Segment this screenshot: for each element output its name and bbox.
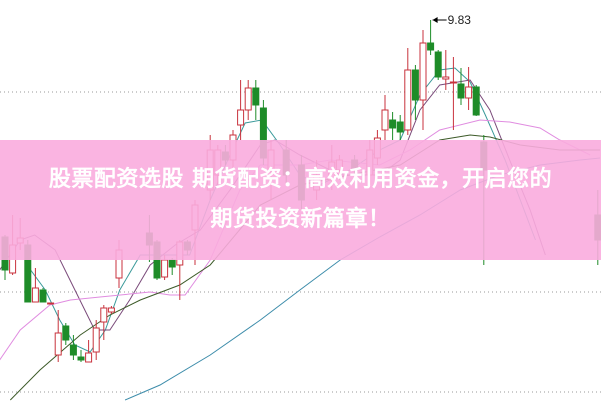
candle bbox=[252, 80, 260, 120]
candle-body bbox=[85, 352, 93, 363]
candle-body bbox=[47, 302, 55, 305]
candle-body bbox=[92, 327, 100, 353]
candle-body bbox=[442, 76, 450, 80]
candle bbox=[85, 340, 93, 363]
candle-body bbox=[449, 81, 457, 84]
candle-body bbox=[39, 289, 47, 303]
high-annotation: 9.83 bbox=[432, 13, 472, 27]
candle-body bbox=[77, 356, 85, 361]
candle bbox=[244, 80, 252, 120]
candle-body bbox=[389, 119, 397, 129]
headline: 股票配资选股 期货配资：高效利用资金，开启您的 期货投资新篇章！ bbox=[0, 160, 601, 240]
candle bbox=[472, 85, 480, 116]
candle bbox=[404, 48, 412, 135]
candle bbox=[396, 115, 404, 140]
candle bbox=[100, 305, 108, 340]
candle-body bbox=[396, 121, 404, 133]
candle bbox=[442, 50, 450, 90]
candle-body bbox=[434, 51, 442, 78]
candle bbox=[381, 95, 389, 140]
candle bbox=[77, 350, 85, 362]
candle bbox=[92, 320, 100, 360]
candle-body bbox=[457, 83, 465, 99]
annotation-arrow-head bbox=[432, 17, 438, 23]
candle bbox=[47, 302, 55, 305]
candle bbox=[457, 68, 465, 105]
candle bbox=[107, 306, 115, 314]
annotation-label: 9.83 bbox=[448, 13, 472, 27]
candle-body bbox=[31, 287, 39, 303]
candle bbox=[168, 258, 176, 275]
candle bbox=[411, 65, 419, 120]
candle bbox=[39, 288, 47, 303]
candle bbox=[419, 30, 427, 130]
candle-body bbox=[244, 87, 252, 111]
candle-body bbox=[168, 259, 176, 268]
candle-body bbox=[427, 42, 435, 51]
candle bbox=[427, 20, 435, 55]
candle-body bbox=[404, 69, 412, 131]
candle bbox=[31, 268, 39, 303]
candle bbox=[62, 323, 70, 345]
candle bbox=[465, 67, 473, 110]
candle-body bbox=[161, 259, 169, 278]
candle-body bbox=[411, 69, 419, 101]
candle bbox=[237, 80, 245, 140]
candle bbox=[389, 112, 397, 140]
candle-body bbox=[381, 109, 389, 131]
candle-body bbox=[419, 42, 427, 101]
candle-body bbox=[100, 307, 108, 323]
candle-body bbox=[69, 344, 77, 356]
candle bbox=[69, 335, 77, 360]
candle bbox=[434, 50, 442, 80]
candle bbox=[449, 57, 457, 130]
headline-line-1: 股票配资选股 期货配资：高效利用资金，开启您的 bbox=[48, 167, 553, 192]
candle-body bbox=[237, 109, 245, 126]
candle-body bbox=[54, 332, 62, 356]
gridlines bbox=[0, 91, 601, 393]
headline-line-2: 期货投资新篇章！ bbox=[210, 207, 391, 232]
candle-body bbox=[465, 86, 473, 99]
candle-body bbox=[107, 307, 115, 313]
candle-body bbox=[252, 87, 260, 106]
candle bbox=[54, 310, 62, 362]
candle-body bbox=[62, 325, 70, 341]
headline-banner bbox=[0, 140, 601, 260]
candle-body bbox=[472, 86, 480, 116]
